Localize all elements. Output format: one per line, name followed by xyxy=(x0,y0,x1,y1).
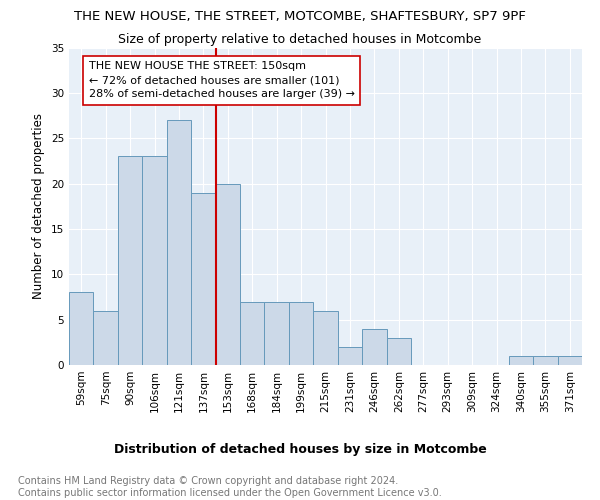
Bar xyxy=(362,328,386,365)
Text: Distribution of detached houses by size in Motcombe: Distribution of detached houses by size … xyxy=(113,442,487,456)
Text: THE NEW HOUSE THE STREET: 150sqm
← 72% of detached houses are smaller (101)
28% : THE NEW HOUSE THE STREET: 150sqm ← 72% o… xyxy=(89,61,355,99)
Text: Contains HM Land Registry data © Crown copyright and database right 2024.
Contai: Contains HM Land Registry data © Crown c… xyxy=(18,476,442,498)
Bar xyxy=(265,302,289,365)
Bar xyxy=(191,192,215,365)
Bar xyxy=(94,310,118,365)
Bar xyxy=(215,184,240,365)
Text: THE NEW HOUSE, THE STREET, MOTCOMBE, SHAFTESBURY, SP7 9PF: THE NEW HOUSE, THE STREET, MOTCOMBE, SHA… xyxy=(74,10,526,23)
Bar xyxy=(289,302,313,365)
Bar xyxy=(386,338,411,365)
Bar xyxy=(338,347,362,365)
Bar xyxy=(69,292,94,365)
Bar xyxy=(240,302,265,365)
Bar xyxy=(142,156,167,365)
Text: Size of property relative to detached houses in Motcombe: Size of property relative to detached ho… xyxy=(118,32,482,46)
Bar xyxy=(313,310,338,365)
Bar xyxy=(167,120,191,365)
Bar xyxy=(557,356,582,365)
Y-axis label: Number of detached properties: Number of detached properties xyxy=(32,114,46,299)
Bar xyxy=(533,356,557,365)
Bar xyxy=(118,156,142,365)
Bar xyxy=(509,356,533,365)
